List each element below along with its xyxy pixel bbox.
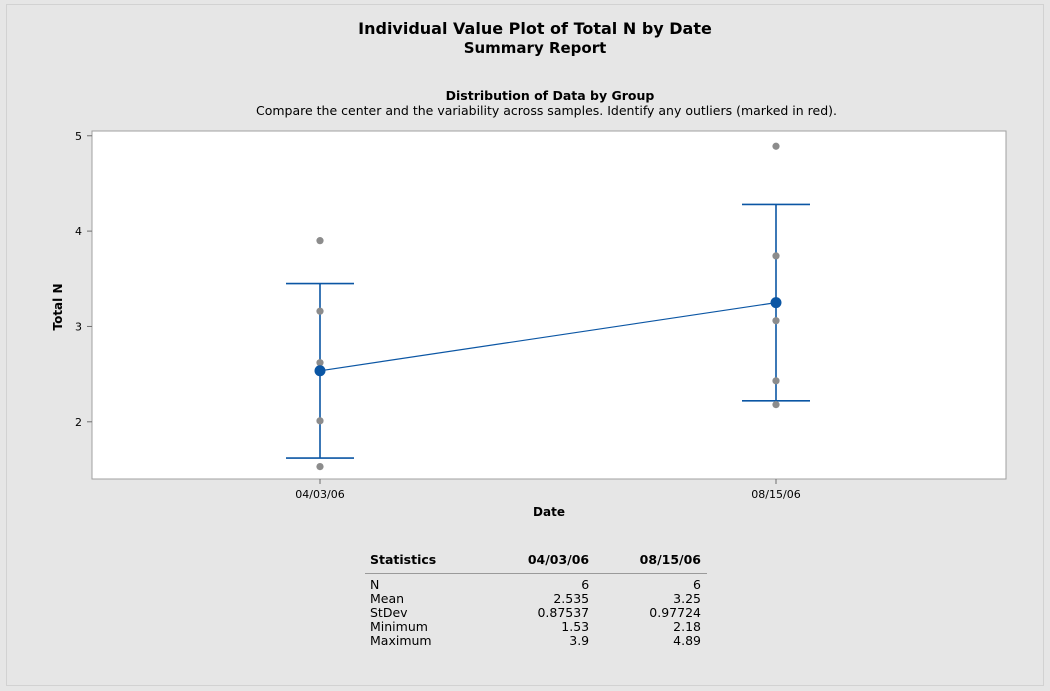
- statistics-row-value: 3.25: [595, 592, 707, 606]
- data-point: [772, 317, 779, 324]
- statistics-row-label: N: [365, 574, 483, 593]
- data-point: [772, 401, 779, 408]
- y-tick-label: 5: [75, 130, 82, 143]
- statistics-header-group-1: 04/03/06: [483, 552, 595, 574]
- data-point: [316, 417, 323, 424]
- statistics-header-group-2: 08/15/06: [595, 552, 707, 574]
- individual-value-chart: 2 3 4 5 04/03/06 08/15/06 Total N Date: [0, 0, 1050, 540]
- statistics-row-minimum: Minimum 1.53 2.18: [365, 620, 707, 634]
- statistics-row-value: 2.18: [595, 620, 707, 634]
- statistics-row-maximum: Maximum 3.9 4.89: [365, 634, 707, 648]
- y-tick-label: 2: [75, 416, 82, 429]
- y-axis-title: Total N: [51, 283, 65, 330]
- statistics-row-value: 1.53: [483, 620, 595, 634]
- mean-point: [771, 297, 782, 308]
- x-tick-label: 08/15/06: [751, 488, 800, 501]
- statistics-row-label: Maximum: [365, 634, 483, 648]
- x-axis-title: Date: [533, 505, 565, 519]
- statistics-row-label: Mean: [365, 592, 483, 606]
- data-point: [316, 308, 323, 315]
- data-point: [316, 359, 323, 366]
- data-point: [772, 143, 779, 150]
- statistics-header-label: Statistics: [365, 552, 483, 574]
- statistics-row-value: 3.9: [483, 634, 595, 648]
- statistics-row-n: N 6 6: [365, 574, 707, 593]
- x-tick-label: 04/03/06: [295, 488, 344, 501]
- data-point: [316, 237, 323, 244]
- statistics-row-value: 0.97724: [595, 606, 707, 620]
- statistics-header-row: Statistics 04/03/06 08/15/06: [365, 552, 707, 574]
- y-tick-label: 4: [75, 225, 82, 238]
- data-point: [772, 252, 779, 259]
- y-tick-label: 3: [75, 320, 82, 333]
- statistics-row-value: 6: [483, 574, 595, 593]
- mean-point: [315, 365, 326, 376]
- statistics-row-mean: Mean 2.535 3.25: [365, 592, 707, 606]
- statistics-row-label: Minimum: [365, 620, 483, 634]
- statistics-table: Statistics 04/03/06 08/15/06 N 6 6 Mean …: [365, 552, 707, 648]
- statistics-row-value: 4.89: [595, 634, 707, 648]
- statistics-row-value: 0.87537: [483, 606, 595, 620]
- data-point: [772, 377, 779, 384]
- statistics-row-value: 6: [595, 574, 707, 593]
- statistics-row-stdev: StDev 0.87537 0.97724: [365, 606, 707, 620]
- statistics-row-value: 2.535: [483, 592, 595, 606]
- statistics-row-label: StDev: [365, 606, 483, 620]
- plot-area: [92, 131, 1006, 479]
- data-point: [316, 463, 323, 470]
